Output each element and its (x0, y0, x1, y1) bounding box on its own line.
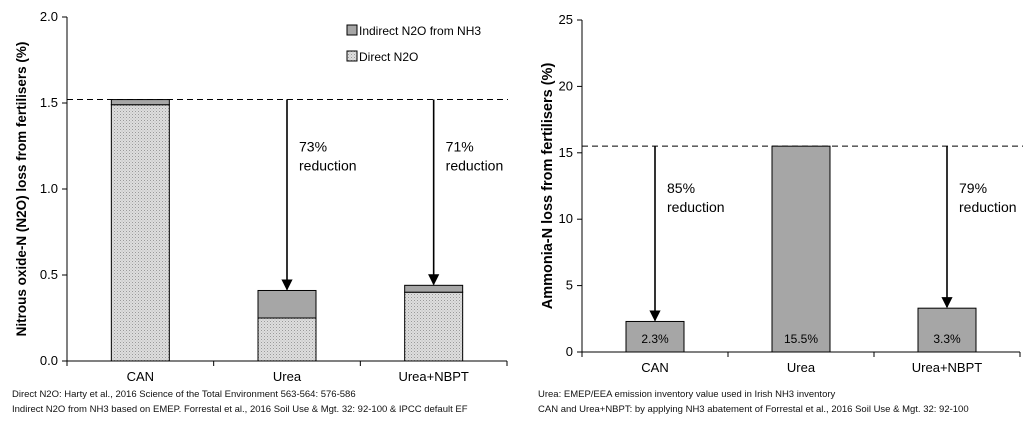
c1-y-tick-label: 15 (559, 145, 573, 160)
c0-y-tick-label: 2.0 (40, 9, 58, 24)
c0-x-tick-label: Urea (273, 369, 302, 384)
c0-reduction-label: 73% (299, 139, 327, 155)
c1-bar-value-label: 2.3% (641, 332, 669, 346)
c1-bar (771, 145, 831, 353)
c0-bar-indirect (110, 99, 170, 106)
c0-bar-direct (110, 104, 170, 362)
nh3-chart: 0 5 10 15 20 25 CAN Urea Urea+NBPT Ammonia-N loss… (540, 12, 1023, 375)
c0-y-tick-label: 0.0 (40, 353, 58, 368)
c1-bar (917, 307, 977, 353)
c0-legend-label: Indirect N2O from NH3 (359, 24, 481, 38)
c1-y-tick-label: 0 (566, 344, 573, 359)
c0-legend-label: Direct N2O (359, 50, 418, 64)
c1-reduction-label: 79% (959, 180, 987, 196)
n2o-footnotes: Direct N2O: Harty et al., 2016 Science o… (12, 387, 468, 417)
c1-x-tick-label: Urea+NBPT (912, 360, 982, 375)
c1-y-tick-label: 25 (559, 12, 573, 27)
c1-x-tick-label: CAN (641, 360, 668, 375)
nh3-footnote-2: CAN and Urea+NBPT: by applying NH3 abate… (538, 404, 969, 415)
c0-bar-direct (257, 317, 317, 362)
c0-legend-swatch (346, 50, 358, 62)
c0-bar-direct (404, 291, 464, 362)
c1-reduction-label: 85% (667, 180, 695, 196)
n2o-footnote-1: Direct N2O: Harty et al., 2016 Science o… (12, 389, 356, 400)
c1-reduction-label: reduction (959, 199, 1017, 215)
c0-y-tick-label: 1.0 (40, 181, 58, 196)
c0-y-tick-label: 0.5 (40, 267, 58, 282)
c0-y-tick-label: 1.5 (40, 95, 58, 110)
c1-y-tick-label: 10 (559, 211, 573, 226)
c1-y-tick-label: 5 (566, 278, 573, 293)
c1-y-tick-label: 20 (559, 78, 573, 93)
nh3-footnote-1: Urea: EMEP/EEA emission inventory value … (538, 389, 836, 400)
c1-bar-value-label: 15.5% (784, 332, 818, 346)
c1-x-tick-label: Urea (787, 360, 816, 375)
c0-reduction-label: reduction (446, 158, 504, 174)
nh3-chart-panel: 0 5 10 15 20 25 CAN Urea Urea+NBPT Ammonia-N loss… (510, 0, 1023, 423)
c1-reduction-label: reduction (667, 199, 725, 215)
n2o-footnote-2: Indirect N2O from NH3 based on EMEP. For… (12, 404, 468, 415)
c0-reduction-label: 71% (446, 139, 474, 155)
c0-bar-indirect (257, 289, 317, 319)
c1-bar-value-label: 3.3% (933, 332, 961, 346)
c1-y-axis-title: Ammonia-N loss from fertilisers (%) (540, 63, 556, 310)
c0-bar-indirect (404, 284, 464, 293)
c0-legend-swatch (346, 24, 358, 36)
c0-reduction-label: reduction (299, 158, 357, 174)
c0-y-axis-title: Nitrous oxide-N (N2O) loss from fertilis… (14, 42, 29, 337)
c0-x-tick-label: Urea+NBPT (398, 369, 468, 384)
n2o-chart: 0.0 0.5 1.0 1.5 2.0 CAN Urea Urea+NBPT Nitrous o… (14, 9, 508, 384)
n2o-chart-panel: 0.0 0.5 1.0 1.5 2.0 CAN Urea Urea+NBPT Nitrous o… (0, 0, 510, 423)
c0-x-tick-label: CAN (127, 369, 154, 384)
nh3-footnotes: Urea: EMEP/EEA emission inventory value … (538, 387, 969, 417)
